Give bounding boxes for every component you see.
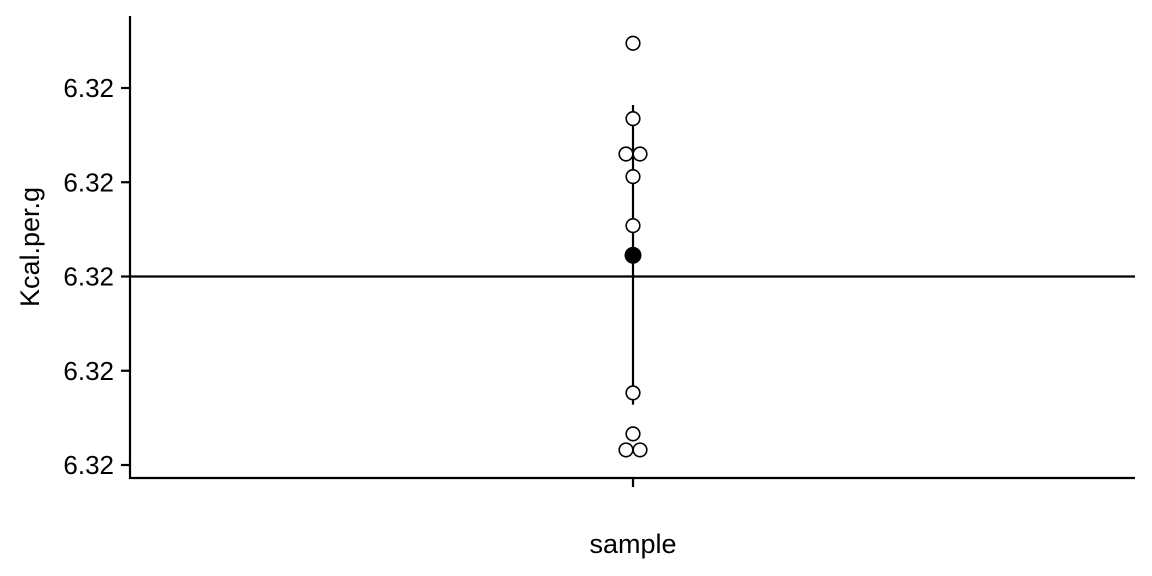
x-axis [129, 476, 1135, 487]
summary-mean-point [624, 246, 642, 264]
y-tick-label: 6.32 [63, 167, 114, 197]
data-point [618, 146, 634, 162]
data-point [625, 385, 641, 401]
data-point [632, 442, 648, 458]
y-tick-label: 6.32 [63, 73, 114, 103]
y-axis: 6.32 6.32 6.32 6.32 6.32 [63, 16, 132, 480]
y-tick-label: 6.32 [63, 450, 114, 480]
data-point [618, 442, 634, 458]
data-points [618, 35, 648, 458]
x-axis-title: sample [589, 529, 676, 559]
y-axis-title: Kcal.per.g [15, 187, 45, 307]
data-point [632, 146, 648, 162]
y-tick-label: 6.32 [63, 262, 114, 292]
data-point [625, 218, 641, 234]
y-tick-label: 6.32 [63, 356, 114, 386]
data-point [625, 426, 641, 442]
data-point [625, 111, 641, 127]
data-point [625, 35, 641, 51]
y-ticks: 6.32 6.32 6.32 6.32 6.32 [63, 73, 130, 480]
data-point [625, 168, 641, 185]
